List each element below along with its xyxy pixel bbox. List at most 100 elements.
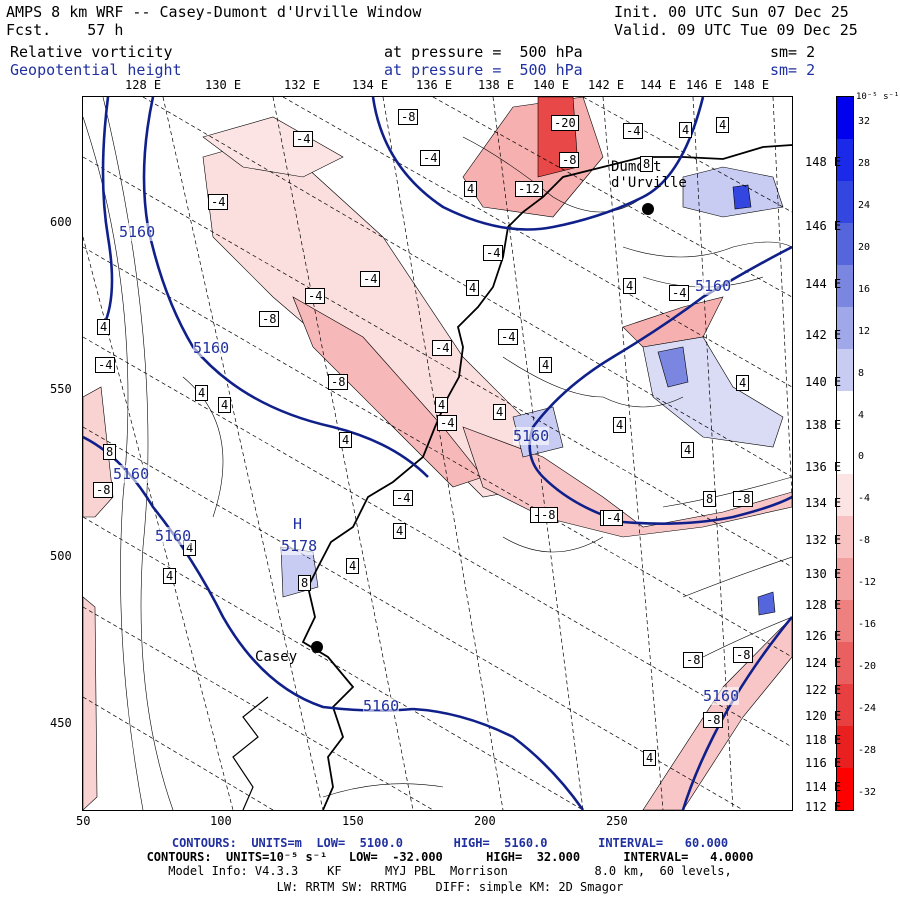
footer-height-contours: CONTOURS: UNITS=m LOW= 5100.0 HIGH= 5160… <box>171 836 729 850</box>
map-panel: H 5178 Casey Dumont d'Urville -4 -8 -20 -4 4… <box>82 96 793 811</box>
right-longitude-label: 134 E <box>805 496 842 510</box>
colorbar-label: -16 <box>858 619 877 631</box>
right-longitude-label: 144 E <box>805 277 842 291</box>
colorbar-label: -28 <box>858 745 877 757</box>
colorbar-segment <box>837 432 853 475</box>
colorbar-label: 20 <box>858 241 871 253</box>
vorticity-contour-label: -8 <box>398 109 419 125</box>
colorbar-segment <box>837 264 853 308</box>
footer-physics-info: LW: RRTM SW: RRTMG DIFF: simple KM: 2D S… <box>276 880 624 894</box>
vorticity-contour-label: -4 <box>669 285 690 301</box>
dumont-durville-station-marker <box>642 203 654 215</box>
vorticity-contour-label: 4 <box>218 397 232 413</box>
valid-time: Valid. 09 UTC Tue 09 Dec 25 <box>614 21 858 39</box>
right-longitude-label: 140 E <box>805 375 842 389</box>
vorticity-contour-label: 8 <box>103 444 117 460</box>
footer-model-info: Model Info: V4.3.3 KF MYJ PBL Morrison 8… <box>168 864 732 878</box>
footer-vorticity-contours: CONTOURS: UNITS=10⁻⁵ s⁻¹ LOW= -32.000 HI… <box>146 850 754 864</box>
vorticity-contour-label: 4 <box>163 568 177 584</box>
vorticity-contour-label: -8 <box>733 647 754 663</box>
vorticity-contour-label: 4 <box>493 404 507 420</box>
height-contour-label: 5160 <box>513 427 550 445</box>
top-longitude-label: 132 E <box>284 78 321 92</box>
colorbar-label: 28 <box>858 157 871 169</box>
right-longitude-label: 148 E <box>805 155 842 169</box>
vorticity-contour-label: -4 <box>498 329 519 345</box>
y-tick-label: 600 <box>50 215 72 229</box>
right-longitude-label: 142 E <box>805 328 842 342</box>
height-contour-label: 5160 <box>193 339 230 357</box>
x-tick-label: 250 <box>606 814 628 828</box>
vorticity-contour-label: 8 <box>703 491 717 507</box>
vorticity-contour-label: -4 <box>305 288 326 304</box>
colorbar-label: 8 <box>858 367 865 379</box>
colorbar-label: -8 <box>858 535 871 547</box>
right-longitude-label: 122 E <box>805 683 842 697</box>
vorticity-contour-label: 4 <box>681 442 695 458</box>
height-contour-label: 5160 <box>695 277 732 295</box>
ice-shelf-edge <box>232 696 269 810</box>
colorbar-label: 24 <box>858 199 871 211</box>
right-longitude-label: 126 E <box>805 629 842 643</box>
x-tick-label: 150 <box>342 814 364 828</box>
casey-station-label: Casey <box>255 649 298 665</box>
vorticity-contour-label: 4 <box>643 750 657 766</box>
top-longitude-label: 148 E <box>733 78 770 92</box>
field2-level: at pressure = 500 hPa <box>384 61 583 79</box>
height-contour-label: 5160 <box>703 687 740 705</box>
colorbar-segment <box>837 306 853 350</box>
vorticity-contour-label: 4 <box>393 523 407 539</box>
colorbar-segment <box>837 97 853 140</box>
colorbar-segment <box>837 516 853 559</box>
casey-station-marker <box>311 641 323 653</box>
init-time: Init. 00 UTC Sun 07 Dec 25 <box>614 3 849 21</box>
top-longitude-label: 134 E <box>352 78 389 92</box>
right-longitude-label: 120 E <box>805 709 842 723</box>
field1-level: at pressure = 500 hPa <box>384 43 583 61</box>
field2-smoothing: sm= 2 <box>770 61 816 79</box>
field1-smoothing: sm= 2 <box>770 43 816 61</box>
right-longitude-label: 136 E <box>805 460 842 474</box>
vorticity-contour-label: 4 <box>613 417 627 433</box>
y-tick-label: 500 <box>50 549 72 563</box>
colorbar-segment <box>837 348 853 392</box>
colorbar-segment <box>837 474 853 517</box>
right-longitude-label: 130 E <box>805 567 842 581</box>
top-longitude-label: 128 E <box>125 78 162 92</box>
title: AMPS 8 km WRF -- Casey-Dumont d'Urville … <box>6 3 422 21</box>
vorticity-contour-label: 4 <box>195 385 209 401</box>
colorbar-label: -4 <box>858 493 871 505</box>
vorticity-contour-label: -4 <box>623 123 644 139</box>
vorticity-contour-label: -20 <box>551 115 579 131</box>
height-contour-label: 5160 <box>113 465 150 483</box>
vorticity-contour-label: 8 <box>640 156 654 172</box>
right-longitude-label: 114 E <box>805 780 842 794</box>
colorbar-segment <box>837 138 853 182</box>
vorticity-contour-label: 4 <box>539 357 553 373</box>
top-longitude-label: 140 E <box>533 78 570 92</box>
field2-name: Geopotential height <box>10 61 182 79</box>
top-longitude-label: 142 E <box>588 78 625 92</box>
vorticity-contour-label: -8 <box>538 507 559 523</box>
right-longitude-label: 118 E <box>805 733 842 747</box>
graticule <box>83 97 792 810</box>
colorbar-label: 0 <box>858 451 865 463</box>
colorbar-segment <box>837 558 853 601</box>
high-value: 5178 <box>281 537 318 555</box>
right-longitude-label: 116 E <box>805 756 842 770</box>
right-longitude-label: 128 E <box>805 598 842 612</box>
vorticity-contour-label: 4 <box>97 319 111 335</box>
x-tick-label: 50 <box>76 814 91 828</box>
colorbar-label: -32 <box>858 787 877 798</box>
high-marker: H <box>293 515 303 533</box>
vorticity-contour-label: -8 <box>703 712 724 728</box>
vorticity-contour-label: -8 <box>259 311 280 327</box>
height-contour-label: 5160 <box>119 223 156 241</box>
colorbar-segment <box>837 768 853 811</box>
vorticity-contour-label: -4 <box>360 271 381 287</box>
vorticity-contour-label: 4 <box>679 122 693 138</box>
vorticity-contour-label: 4 <box>464 181 478 197</box>
vorticity-contour-label: -4 <box>208 194 229 210</box>
colorbar-label: 12 <box>858 325 871 337</box>
right-longitude-label: 146 E <box>805 219 842 233</box>
